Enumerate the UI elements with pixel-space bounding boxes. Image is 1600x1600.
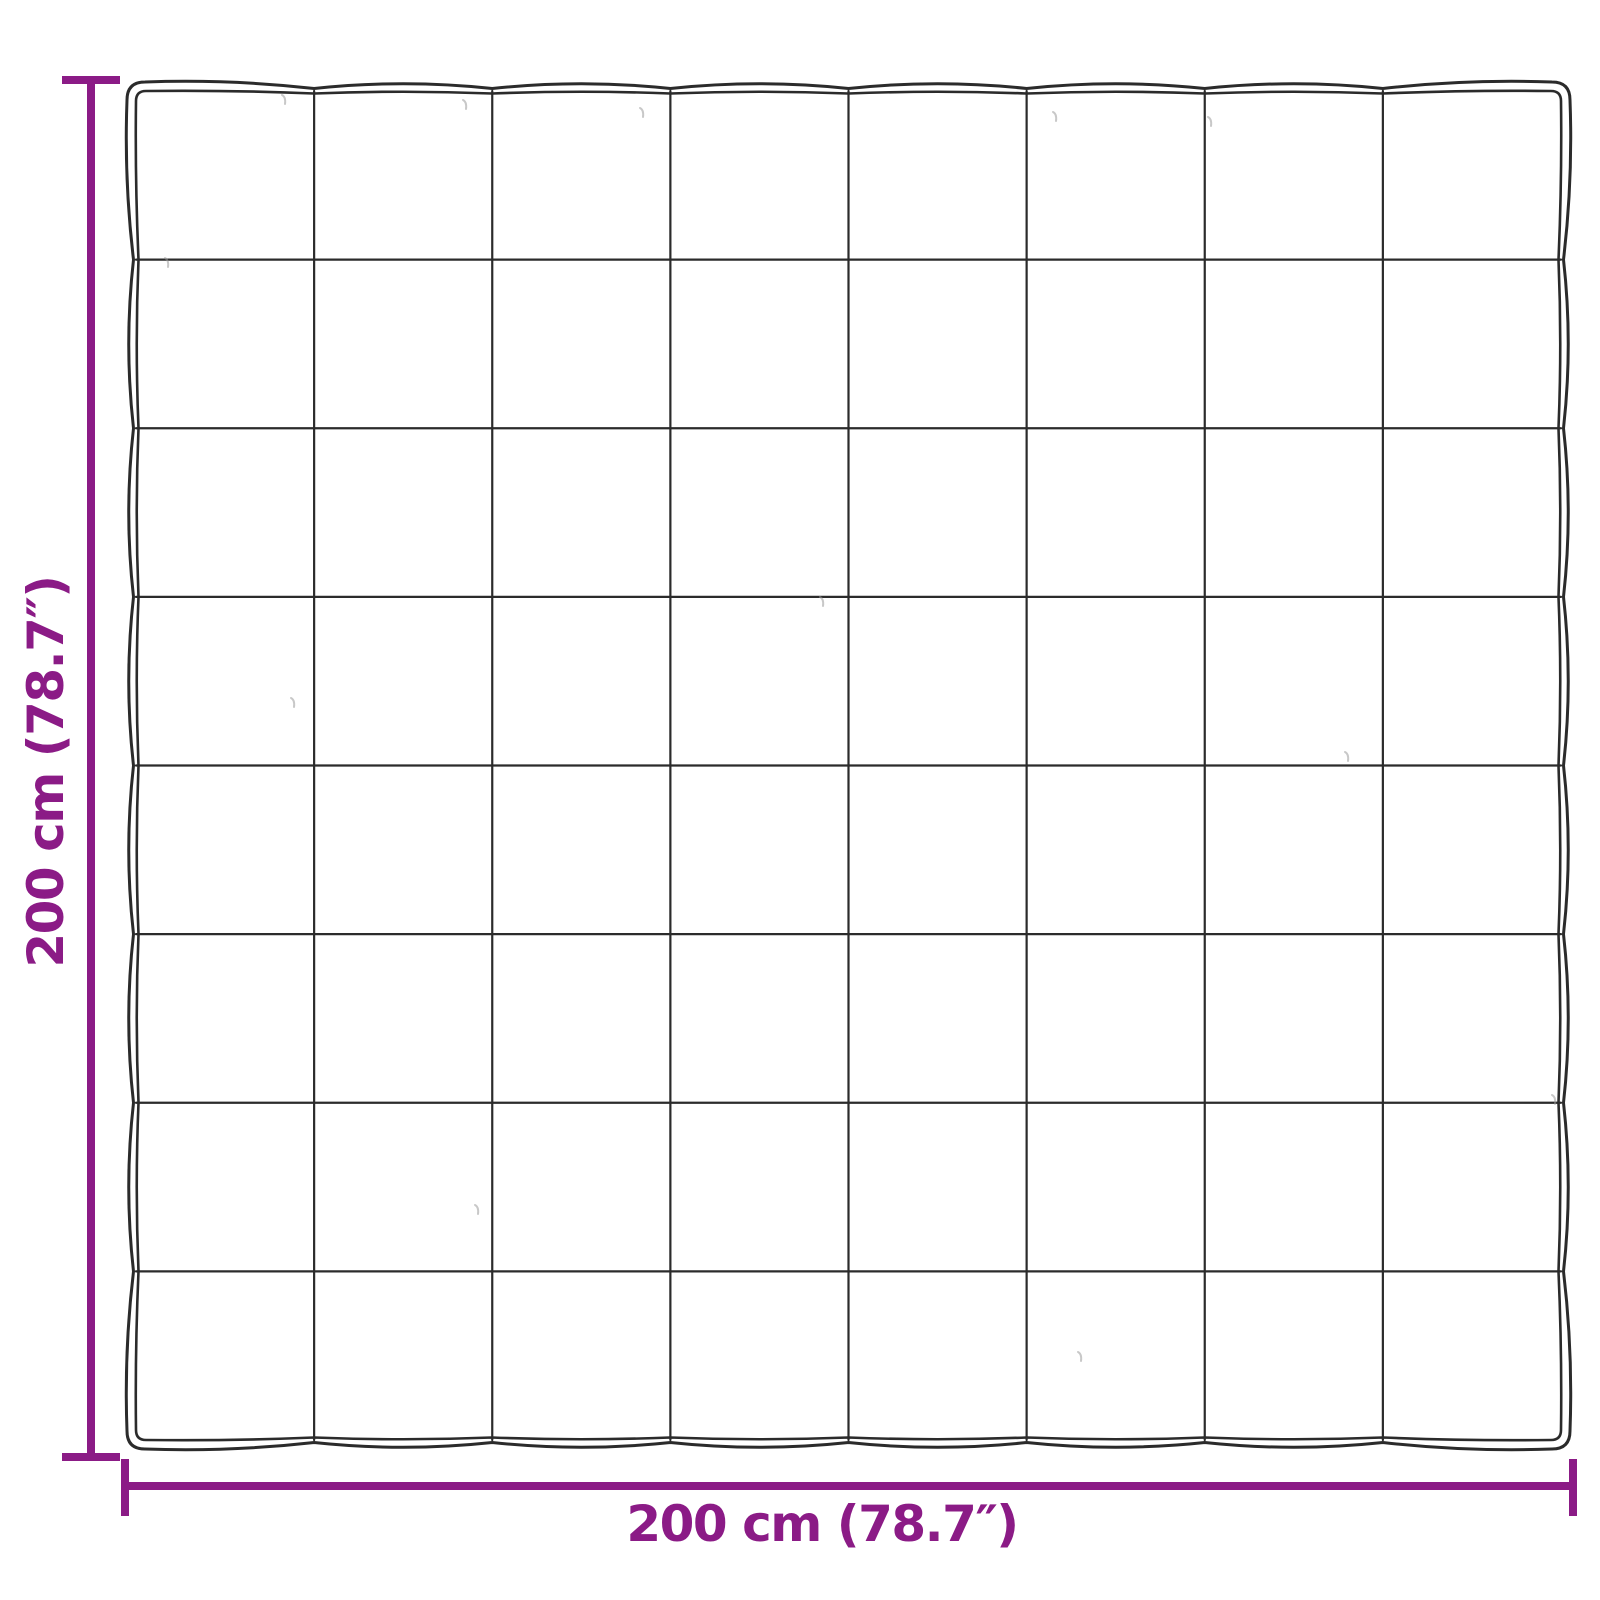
stitch-marks	[164, 94, 1557, 1362]
blanket-inner-seam	[134, 89, 1563, 1442]
height-dimension-label: 200 cm (78.7″)	[17, 576, 75, 968]
width-dimension-label: 200 cm (78.7″)	[626, 1495, 1019, 1553]
dimension-lines	[62, 76, 1577, 1516]
quilt-grid-lines	[134, 89, 1563, 1442]
height-dimension-line	[62, 76, 120, 1461]
width-dimension-line	[121, 1459, 1577, 1516]
blanket-illustration	[124, 79, 1573, 1452]
blanket-outer-edge	[124, 79, 1573, 1452]
